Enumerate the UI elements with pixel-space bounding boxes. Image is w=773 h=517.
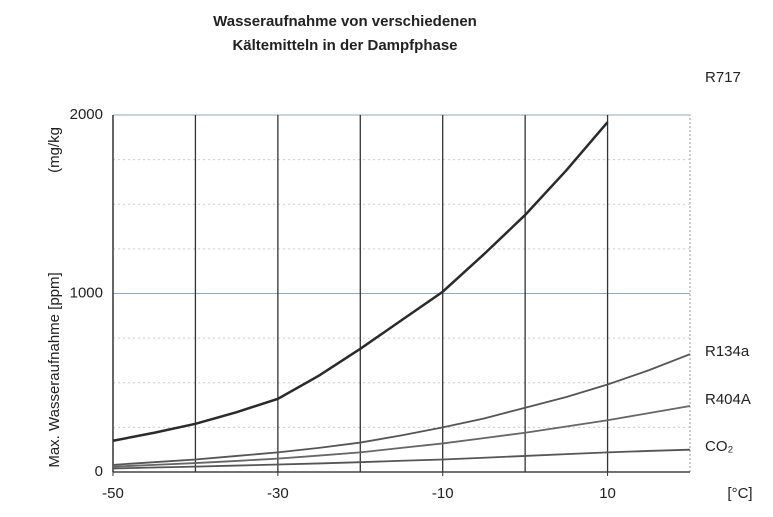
series-line bbox=[112, 405, 691, 468]
x-tick-label: 10 bbox=[599, 485, 616, 502]
y-unit: (mg/kg bbox=[46, 127, 63, 173]
series-line bbox=[112, 121, 609, 442]
chart-title: Wasseraufnahme von verschiedenen bbox=[213, 13, 477, 30]
series-label: R134a bbox=[705, 343, 750, 360]
series-line bbox=[112, 448, 691, 470]
x-tick-label: -50 bbox=[102, 485, 124, 502]
series-label: CO₂ bbox=[705, 438, 734, 455]
x-tick-label: -30 bbox=[267, 485, 289, 502]
series-line bbox=[112, 353, 691, 466]
y-tick-label: 0 bbox=[95, 463, 103, 480]
y-label: Max. Wasseraufnahme [ppm] bbox=[46, 272, 63, 467]
y-tick-label: 2000 bbox=[70, 106, 103, 123]
chart-title: Kältemitteln in der Dampfphase bbox=[232, 37, 457, 54]
y-tick-label: 1000 bbox=[70, 284, 103, 301]
series-label: R404A bbox=[705, 391, 751, 408]
series-label: R717 bbox=[705, 69, 741, 86]
x-unit: [°C] bbox=[727, 485, 752, 502]
x-tick-label: -10 bbox=[432, 485, 454, 502]
